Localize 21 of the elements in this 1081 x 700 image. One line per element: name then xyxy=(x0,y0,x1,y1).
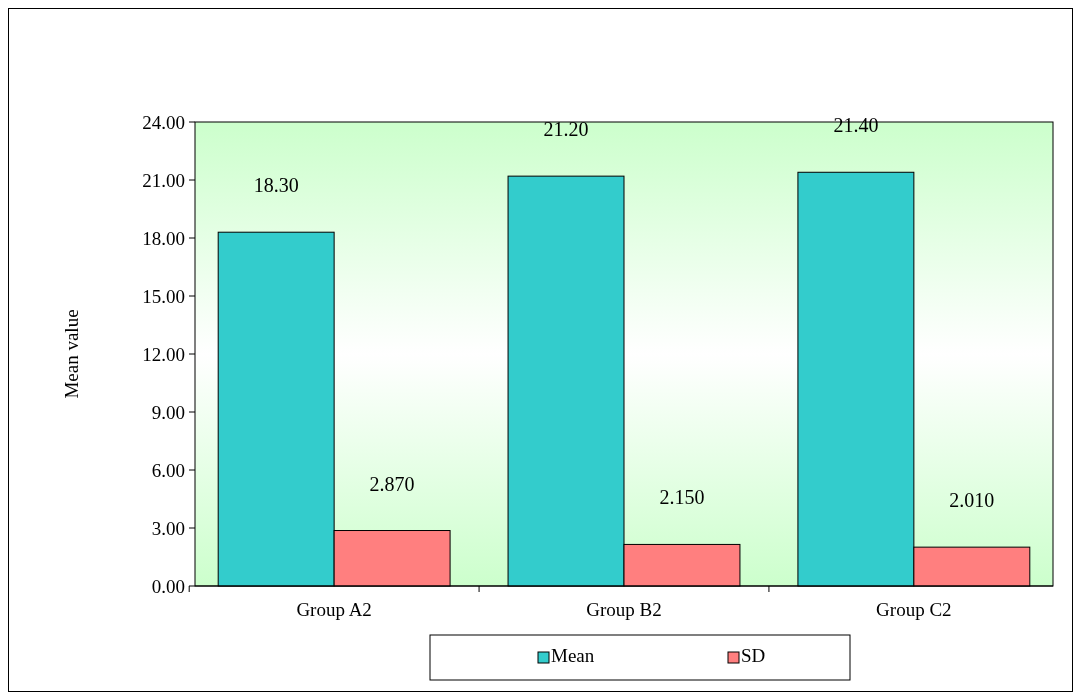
data-label: 2.150 xyxy=(659,486,705,509)
data-label: 2.870 xyxy=(369,472,415,495)
y-axis-title: Mean value xyxy=(61,309,82,399)
x-tick-label: Group C2 xyxy=(876,599,952,620)
x-tick-label: Group A2 xyxy=(296,599,372,620)
y-tick-label: 21.00 xyxy=(142,169,185,191)
data-label: 21.40 xyxy=(833,114,879,137)
y-tick-label: 6.00 xyxy=(151,459,185,481)
y-tick-label: 9.00 xyxy=(151,401,185,423)
y-tick-label: 3.00 xyxy=(151,517,185,539)
y-tick-label: 0.00 xyxy=(151,575,185,597)
legend-label: SD xyxy=(741,645,766,666)
x-tick-label: Group B2 xyxy=(586,599,662,620)
y-tick-label: 12.00 xyxy=(142,343,185,365)
data-label: 2.010 xyxy=(949,489,995,512)
y-tick-label: 15.00 xyxy=(142,285,185,307)
legend-label: Mean xyxy=(551,645,595,666)
y-tick-label: 24.00 xyxy=(142,111,185,133)
data-label: 18.30 xyxy=(253,174,299,197)
data-label: 21.20 xyxy=(543,118,589,141)
y-tick-label: 18.00 xyxy=(142,227,185,249)
